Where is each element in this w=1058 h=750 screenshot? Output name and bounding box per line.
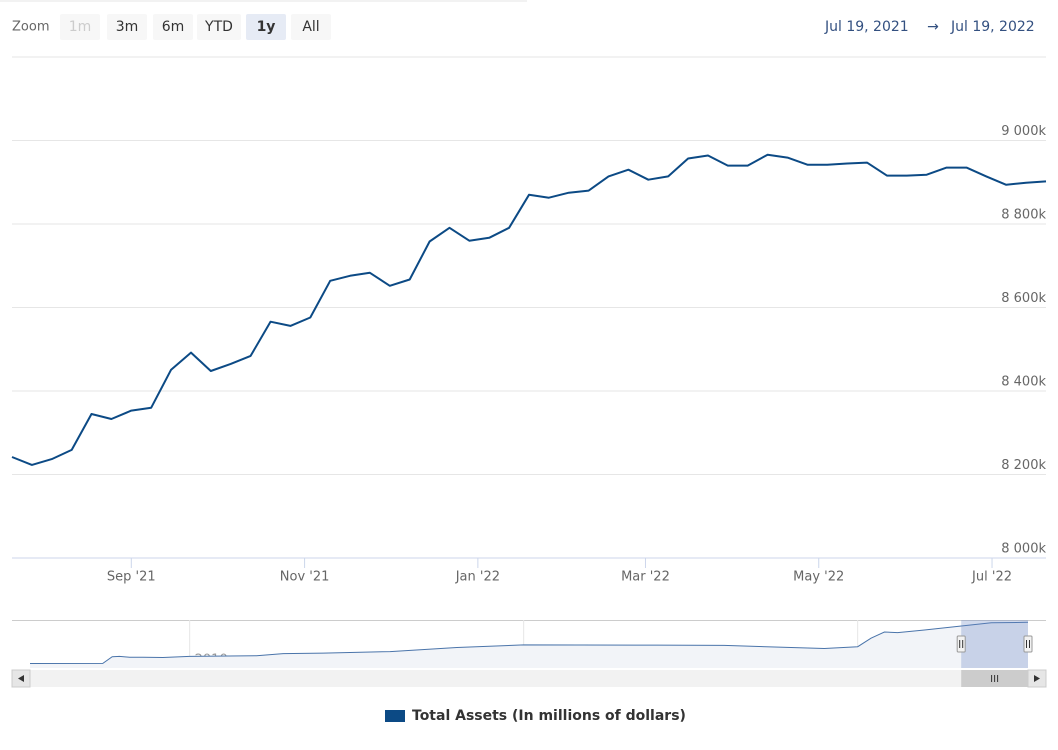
handle-grip — [1026, 640, 1030, 648]
y-tick-label: 8 600k — [1001, 291, 1046, 306]
date-to[interactable]: Jul 19, 2022 — [950, 19, 1035, 35]
x-tick-label: Jan '22 — [455, 570, 500, 585]
x-tick-label: Jul '22 — [971, 570, 1012, 585]
handle-grip — [959, 640, 964, 648]
x-tick-label: May '22 — [793, 570, 844, 585]
y-tick-label: 9 000k — [1001, 124, 1046, 139]
zoom-button[interactable] — [60, 14, 100, 40]
legend-label[interactable]: Total Assets (In millions of dollars) — [412, 708, 686, 724]
y-tick-label: 8 400k — [1001, 375, 1046, 390]
arrow-right — [1034, 675, 1040, 682]
zoom-button[interactable] — [246, 14, 286, 40]
date-arrow: → — [927, 19, 939, 35]
scrollbar-track[interactable] — [12, 670, 1046, 687]
date-from[interactable]: Jul 19, 2021 — [824, 19, 909, 35]
zoom-button-label[interactable]: 1y — [257, 19, 276, 35]
navigator-mask[interactable] — [961, 620, 1028, 668]
y-tick-label: 8 200k — [1001, 458, 1046, 473]
zoom-button[interactable] — [153, 14, 193, 40]
x-tick-label: Mar '22 — [621, 570, 670, 585]
y-tick-label: 8 800k — [1001, 208, 1046, 223]
zoom-button-label[interactable]: 3m — [116, 19, 139, 35]
arrow-left — [18, 675, 24, 682]
zoom-button[interactable] — [197, 14, 241, 40]
zoom-button-label[interactable]: YTD — [204, 19, 233, 35]
zoom-button[interactable] — [107, 14, 147, 40]
x-tick-label: Nov '21 — [280, 570, 330, 585]
y-tick-label: 8 000k — [1001, 542, 1046, 557]
legend-symbol[interactable] — [385, 710, 405, 722]
zoom-label: Zoom — [12, 20, 49, 35]
navigator-handle[interactable] — [956, 635, 966, 653]
zoom-button-label[interactable]: All — [302, 19, 319, 35]
zoom-button[interactable] — [291, 14, 331, 40]
series-line — [11, 153, 1047, 466]
zoom-button-label[interactable]: 6m — [162, 19, 185, 35]
navigator-handle[interactable] — [1023, 635, 1033, 653]
scrollbar-grip — [991, 675, 999, 682]
zoom-button-label[interactable]: 1m — [69, 19, 92, 35]
navigator-line — [29, 621, 1029, 664]
x-tick-label: Sep '21 — [107, 570, 156, 585]
